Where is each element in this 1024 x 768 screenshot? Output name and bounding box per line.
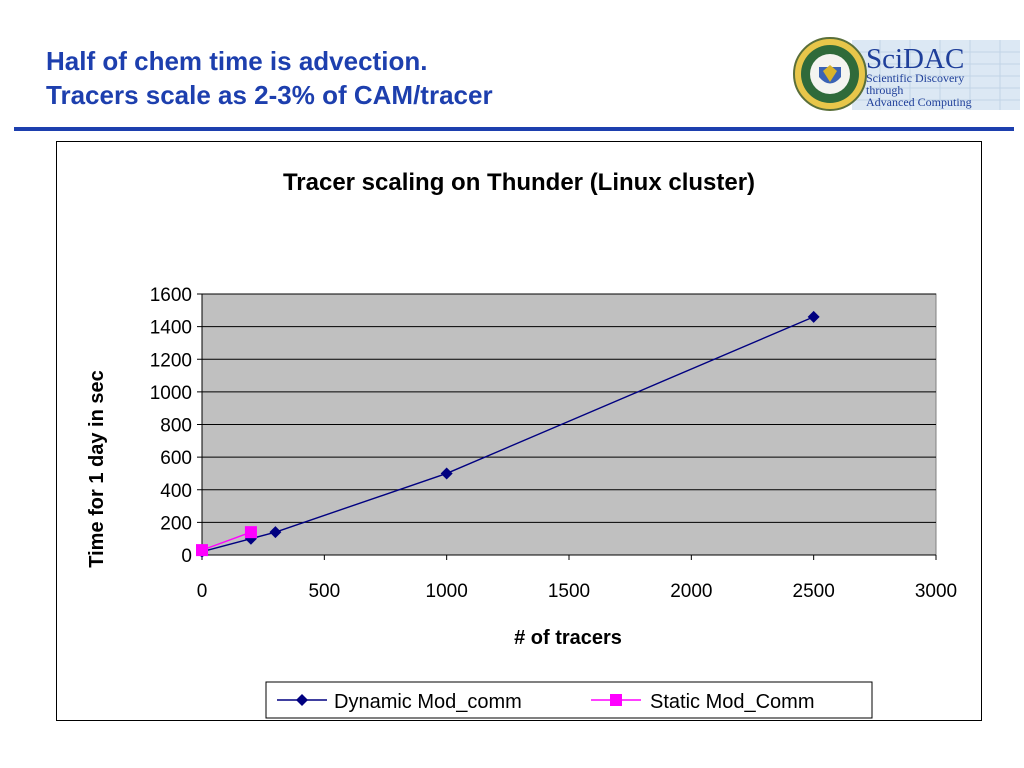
x-tick-label-5: 2500 <box>793 581 835 602</box>
gridlines <box>202 293 936 523</box>
title-divider <box>14 127 1014 131</box>
y-tick-label-4: 800 <box>160 416 192 437</box>
slide-title: Half of chem time is advection. Tracers … <box>46 44 493 112</box>
line-chart: Tracer scaling on Thunder (Linux cluster… <box>86 169 957 719</box>
slide-title-line-2: Tracers scale as 2-3% of CAM/tracer <box>46 80 493 110</box>
legend-marker-static <box>610 694 622 706</box>
data-point-1-1 <box>244 526 257 539</box>
x-tick-label-4: 2000 <box>670 581 712 602</box>
series-line-1 <box>201 531 252 551</box>
legend-marker-dynamic <box>296 694 308 706</box>
x-tick-label-2: 1000 <box>426 581 468 602</box>
logo-tagline-2: through <box>866 83 903 97</box>
data-point-0-4 <box>807 310 820 323</box>
legend-label-static: Static Mod_Comm <box>650 691 815 713</box>
x-axis-ticks: 0 500 1000 1500 2000 2500 3000 <box>197 555 957 602</box>
chart-frame: Tracer scaling on Thunder (Linux cluster… <box>56 141 982 721</box>
logo-tagline-1: Scientific Discovery <box>866 71 964 85</box>
y-tick-label-7: 1400 <box>150 318 192 339</box>
data-point-0-2 <box>269 526 282 539</box>
x-tick-label-0: 0 <box>197 581 208 602</box>
y-tick-label-0: 0 <box>181 546 192 567</box>
x-tick-label-1: 500 <box>308 581 340 602</box>
y-axis-label: Time for 1 day in sec <box>86 370 108 568</box>
logo-name: SciDAC <box>866 43 964 75</box>
legend-label-dynamic: Dynamic Mod_comm <box>334 691 522 713</box>
series-layer <box>196 310 820 558</box>
x-tick-label-3: 1500 <box>548 581 590 602</box>
legend-box <box>265 681 873 719</box>
data-point-0-3 <box>440 467 453 480</box>
doe-seal-icon <box>793 37 867 111</box>
y-tick-label-1: 200 <box>160 513 192 534</box>
y-tick-label-3: 600 <box>160 448 192 469</box>
logo-tagline-3: Advanced Computing <box>866 95 972 109</box>
series-1 <box>196 526 257 557</box>
x-tick-label-6: 3000 <box>915 581 957 602</box>
y-tick-label-5: 1000 <box>150 383 192 404</box>
x-axis-label: # of tracers <box>514 627 622 649</box>
y-tick-label-6: 1200 <box>150 350 192 371</box>
y-tick-label-8: 1600 <box>150 285 192 306</box>
legend: Dynamic Mod_comm Static Mod_Comm <box>265 681 873 719</box>
series-0 <box>196 310 820 558</box>
y-tick-label-2: 400 <box>160 481 192 502</box>
chart-title: Tracer scaling on Thunder (Linux cluster… <box>283 169 755 196</box>
scidac-logo: SciDAC Scientific Discovery through Adva… <box>793 37 1020 111</box>
y-axis-ticks: 0 200 400 600 800 1000 1200 1400 1600 <box>150 285 202 567</box>
data-point-1-0 <box>196 544 208 557</box>
slide-title-line-1: Half of chem time is advection. <box>46 46 428 76</box>
